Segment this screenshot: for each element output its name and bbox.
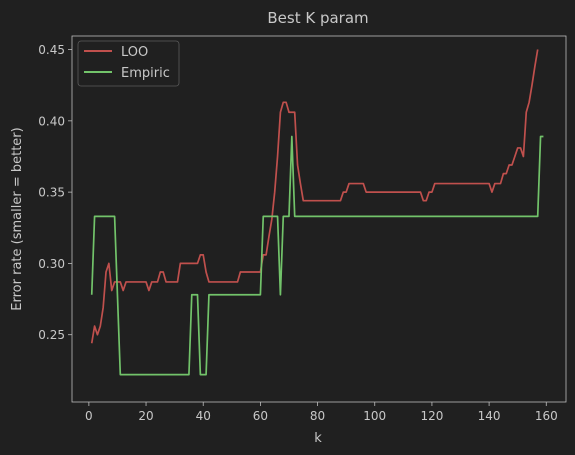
y-axis: 0.25 0.30 0.35 0.40 0.45: [38, 43, 72, 342]
x-tick-label: 160: [535, 409, 558, 423]
x-axis-label: k: [314, 431, 322, 446]
x-tick-label: 60: [253, 409, 268, 423]
series-line-loo: [90, 49, 539, 344]
axes-frame: [71, 35, 567, 403]
x-axis: 0 20 40 60 80 100 120 140 160: [85, 402, 558, 423]
chart-title: Best K param: [267, 9, 368, 27]
x-tick-label: 140: [478, 409, 501, 423]
legend-box: [77, 40, 180, 87]
x-tick-label: 20: [138, 409, 153, 423]
y-tick-label: 0.25: [38, 328, 65, 342]
x-tick-label: 40: [196, 409, 211, 423]
x-tick-label: 100: [363, 409, 386, 423]
x-tick-label: 0: [85, 409, 93, 423]
x-tick-label: 120: [420, 409, 443, 423]
y-tick-label: 0.30: [38, 257, 65, 271]
legend-label-empiric: Empiric: [121, 66, 170, 81]
plot-lines: [90, 49, 544, 376]
y-axis-label: Error rate (smaller = better): [10, 127, 25, 310]
legend-label-loo: LOO: [121, 45, 148, 60]
x-tick-label: 80: [310, 409, 325, 423]
y-tick-label: 0.45: [38, 43, 65, 57]
legend: LOO Empiric: [77, 40, 180, 87]
series-line-empiric: [90, 135, 544, 376]
y-tick-label: 0.35: [38, 186, 65, 200]
y-tick-label: 0.40: [38, 114, 65, 128]
